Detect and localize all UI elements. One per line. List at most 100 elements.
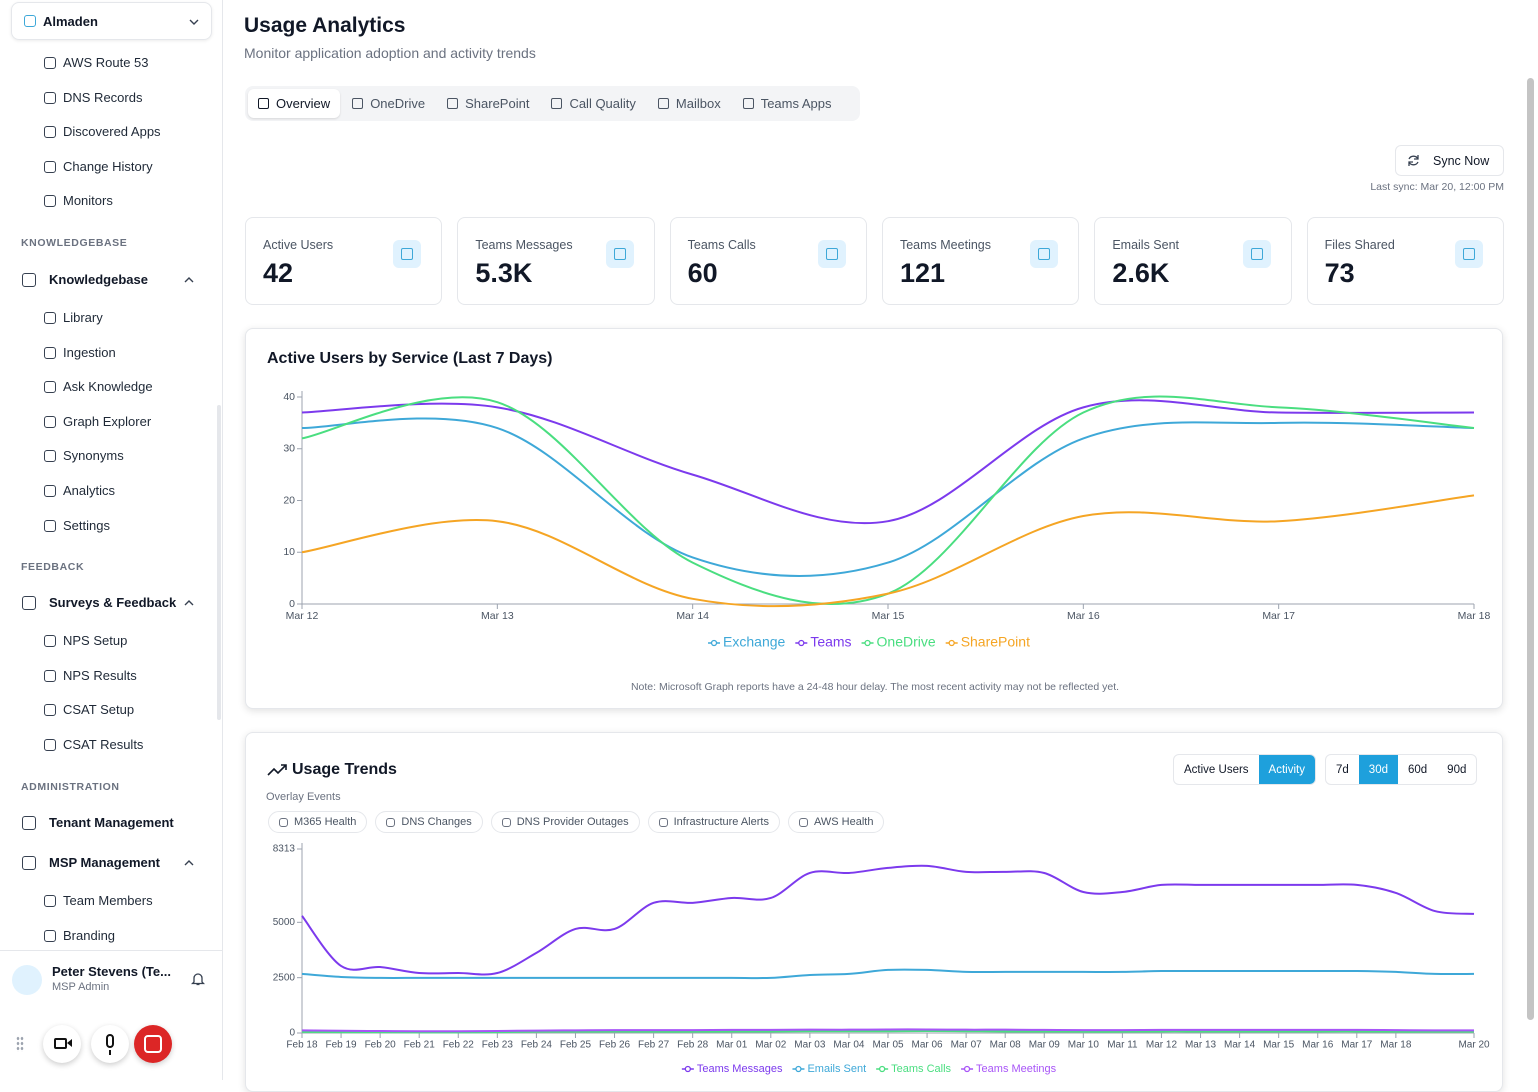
legend-marker [864, 639, 871, 647]
tab-label: Teams Apps [760, 96, 832, 111]
sidebar-scrollbar [217, 405, 221, 720]
overlay-chip[interactable]: DNS Changes [375, 811, 483, 833]
legend-item[interactable]: Teams Meetings [961, 1063, 1057, 1075]
nav-item[interactable]: Monitors [63, 193, 113, 209]
nav-group[interactable]: MSP Management [49, 855, 161, 870]
series-line [301, 864, 1475, 976]
range-button[interactable]: 7d [1336, 763, 1349, 776]
kpi-icon [1030, 240, 1059, 268]
series-line [301, 395, 1475, 605]
overlay-chip[interactable]: M365 Health [268, 811, 368, 833]
bell-icon[interactable] [191, 971, 205, 986]
nav-icon [44, 485, 56, 497]
legend-item[interactable]: Teams Messages [681, 1063, 783, 1075]
chart-title: Active Users by Service (Last 7 Days) [267, 350, 552, 367]
workspace-switcher[interactable]: Almaden [11, 2, 212, 40]
kpi-label: Teams Calls [687, 238, 756, 252]
group-icon [22, 273, 36, 287]
x-tick-label: Mar 16 [1302, 1040, 1334, 1051]
nav-item[interactable]: Settings [63, 517, 110, 533]
sidebar: Almaden Peter Stevens (Te... MSP Admin A… [0, 0, 223, 1080]
tab[interactable]: Teams Apps [733, 89, 842, 118]
chart: Usage Trends 0 2500 5000 8313 Feb 18 Feb 19 Feb… [267, 761, 1490, 1075]
nav-item[interactable]: AWS Route 53 [63, 55, 149, 70]
trend-icon [267, 764, 287, 776]
nav-item[interactable]: CSAT Results [63, 736, 144, 752]
user-divider [0, 950, 222, 951]
chart-title: Usage Trends [292, 761, 397, 778]
x-tick-label: Feb 22 [443, 1040, 475, 1051]
mode-button[interactable]: Activity [1258, 755, 1315, 784]
x-tick-label: Mar 05 [872, 1040, 904, 1051]
nav-item[interactable]: Library [63, 310, 103, 325]
nav-group[interactable]: Tenant Management [49, 815, 174, 830]
chip-label: Infrastructure Alerts [673, 816, 769, 828]
nav-item[interactable]: Ask Knowledge [63, 379, 153, 395]
mode-button[interactable]: Active Users [1184, 763, 1249, 776]
nav-item[interactable]: Change History [63, 158, 153, 174]
camera-button[interactable] [43, 1025, 81, 1063]
range-button[interactable]: 90d [1447, 763, 1467, 776]
nav-item[interactable]: Team Members [63, 893, 153, 908]
x-tick-label: Mar 14 [676, 610, 709, 622]
nav-item[interactable]: CSAT Setup [63, 702, 135, 718]
nav-item[interactable]: Branding [63, 927, 116, 943]
x-tick-label: Mar 18 [1458, 610, 1491, 622]
legend-marker [684, 1065, 692, 1073]
x-tick-label: Mar 15 [872, 610, 905, 622]
tab[interactable]: OneDrive [342, 89, 435, 118]
microphone-button[interactable] [91, 1025, 129, 1063]
y-tick-label: 40 [283, 391, 295, 403]
nav-item[interactable]: Ingestion [63, 344, 116, 360]
nav-item[interactable]: NPS Setup [63, 633, 128, 648]
tab[interactable]: Mailbox [648, 89, 731, 118]
chip-icon [386, 817, 396, 827]
series-line [301, 1028, 1475, 1033]
legend-item[interactable]: Teams [795, 634, 852, 650]
nav-group[interactable]: Knowledgebase [49, 272, 148, 287]
overlay-title: Overlay Events [266, 791, 341, 803]
tab-label: Overview [276, 96, 331, 111]
tab[interactable]: Overview [248, 89, 341, 118]
legend-item[interactable]: SharePoint [945, 634, 1030, 650]
legend-item[interactable]: Emails Sent [792, 1063, 866, 1075]
overlay-chip[interactable]: Infrastructure Alerts [647, 811, 780, 833]
nav-item[interactable]: Analytics [63, 483, 116, 498]
x-tick-label: Mar 15 [1263, 1040, 1295, 1051]
y-tick-label: 10 [283, 546, 295, 558]
legend-marker [710, 639, 718, 647]
nav-item[interactable]: Graph Explorer [63, 413, 152, 429]
x-tick-label: Mar 01 [716, 1040, 748, 1051]
legend-item[interactable]: Teams Calls [876, 1063, 952, 1075]
range-button[interactable]: 30d [1358, 755, 1398, 784]
nav-item[interactable]: Discovered Apps [63, 124, 161, 140]
chip-label: M365 Health [294, 816, 357, 828]
tab[interactable]: SharePoint [437, 89, 539, 118]
nav-icon [44, 450, 56, 463]
nav-item[interactable]: NPS Results [63, 667, 137, 683]
nav-icon [44, 519, 56, 532]
kpi-label: Teams Messages [475, 238, 573, 252]
tab-icon [657, 98, 669, 109]
nav-icon [44, 346, 56, 359]
legend-item[interactable]: Exchange [708, 634, 786, 650]
chip-icon [798, 817, 808, 827]
stop-button[interactable] [134, 1025, 172, 1063]
tab[interactable]: Call Quality [541, 89, 645, 118]
nav-item[interactable]: DNS Records [63, 89, 143, 105]
overlay-chip[interactable]: AWS Health [787, 811, 885, 833]
legend-item[interactable]: OneDrive [861, 634, 936, 650]
tab-icon [742, 98, 754, 109]
x-tick-label: Mar 07 [951, 1040, 983, 1051]
sync-button[interactable]: Sync Now [1395, 145, 1504, 176]
x-tick-label: Mar 16 [1067, 610, 1100, 622]
nav-item[interactable]: Synonyms [63, 448, 124, 464]
overlay-chip[interactable]: DNS Provider Outages [490, 811, 640, 833]
section-heading: ADMINISTRATION [21, 781, 120, 793]
nav-group[interactable]: Surveys & Feedback [49, 595, 177, 610]
kpi-label: Active Users [263, 238, 334, 252]
workspace-name: Almaden [43, 14, 98, 29]
range-button[interactable]: 60d [1407, 763, 1428, 776]
tab-label: Mailbox [675, 96, 721, 111]
kpi-label: Teams Meetings [899, 238, 991, 252]
